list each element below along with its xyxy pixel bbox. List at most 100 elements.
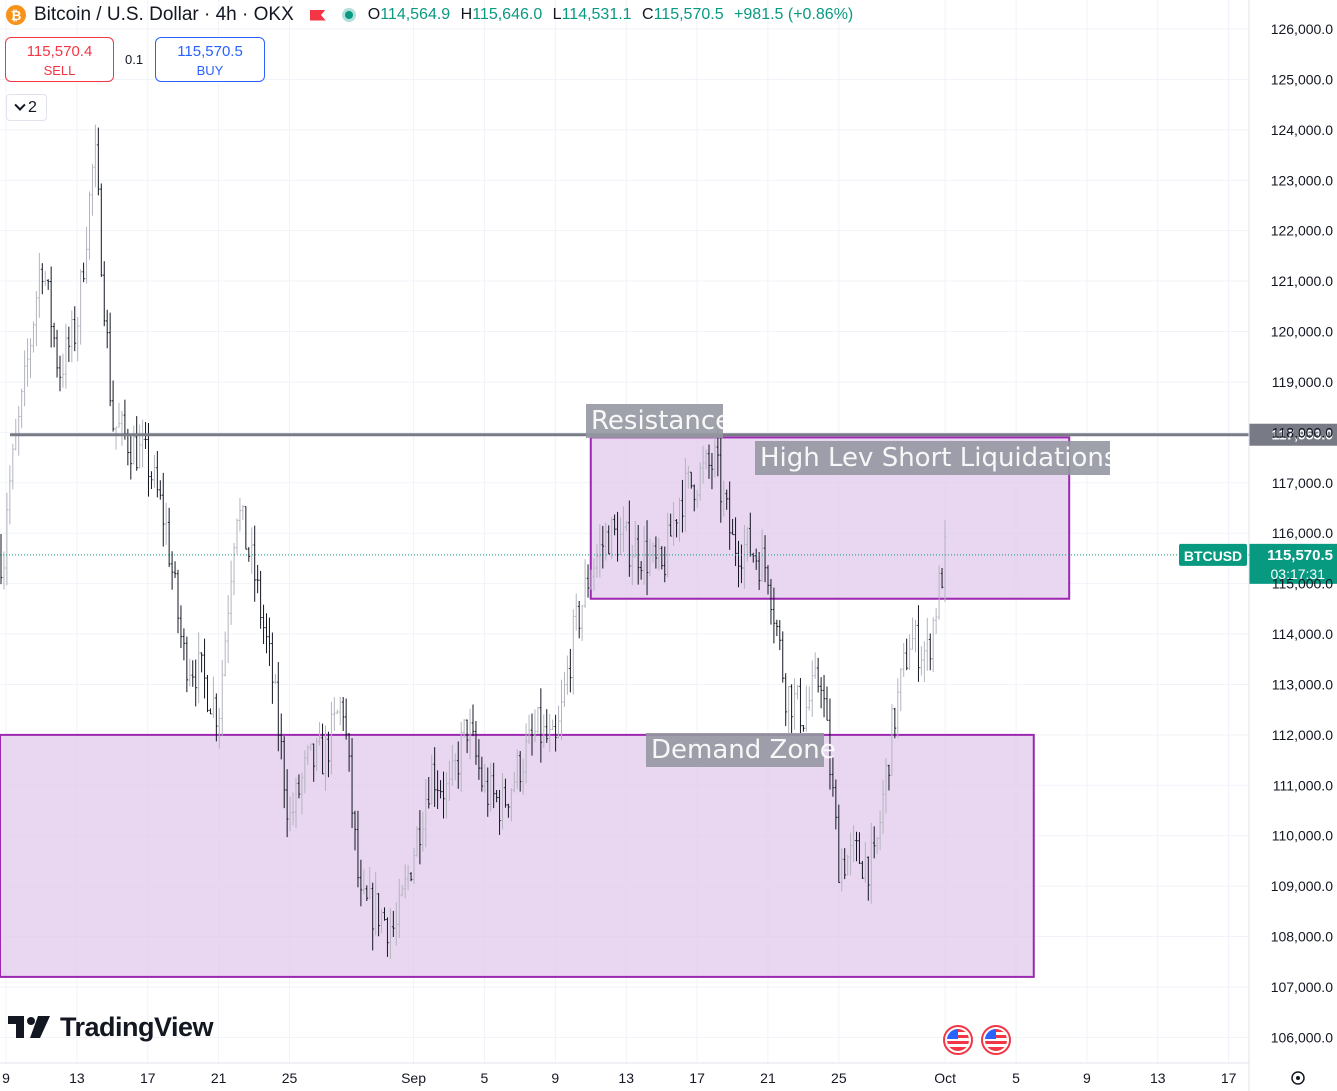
- resistance-label-bg[interactable]: [586, 404, 723, 438]
- candle: [194, 659, 197, 707]
- candle: [132, 425, 135, 465]
- symbol-header[interactable]: ₿ Bitcoin / U.S. Dollar · 4h · OKX O114,…: [6, 3, 853, 27]
- us-flag-icon[interactable]: [943, 1025, 973, 1055]
- candle: [566, 655, 569, 695]
- candle: [896, 678, 899, 738]
- demand-zone-label-bg[interactable]: [646, 733, 824, 767]
- candle: [333, 697, 336, 731]
- bar-countdown: 03:17:31: [1271, 566, 1326, 582]
- candle: [516, 749, 519, 790]
- candle: [734, 517, 737, 567]
- candle: [350, 738, 354, 829]
- candle: [468, 708, 472, 760]
- candle: [179, 605, 183, 649]
- candle: [728, 481, 731, 550]
- candle: [524, 723, 528, 784]
- candle: [129, 435, 132, 480]
- tradingview-logo-icon: [8, 1015, 50, 1038]
- candle: [881, 779, 885, 834]
- candle: [666, 512, 669, 578]
- candle: [439, 780, 442, 799]
- buy-button[interactable]: 115,570.5 BUY: [155, 37, 265, 82]
- candle: [353, 810, 357, 851]
- candle: [238, 497, 242, 532]
- candle: [448, 760, 451, 801]
- us-flag-icon[interactable]: [981, 1025, 1011, 1055]
- candle: [454, 753, 457, 781]
- candle: [799, 678, 802, 734]
- candle: [902, 643, 905, 677]
- candle: [229, 560, 233, 625]
- candle: [498, 789, 501, 835]
- price-axis[interactable]: 106,000.0 107,000.0 108,000.0 109,000.0 110,…: [1248, 0, 1333, 1091]
- overlays: 117,953.0 Resistance High Lev Short Liquid…: [0, 404, 1337, 767]
- candle: [29, 338, 32, 379]
- settings-icon-ring: [1291, 1071, 1305, 1085]
- candle: [67, 326, 71, 362]
- candle: [188, 658, 191, 687]
- candle: [790, 684, 793, 734]
- sell-button[interactable]: 115,570.4 SELL: [5, 37, 114, 82]
- candle: [44, 270, 47, 286]
- candle: [536, 706, 540, 734]
- candle: [197, 632, 200, 704]
- candle: [870, 822, 873, 904]
- candle: [660, 546, 663, 570]
- candle: [631, 545, 634, 585]
- candle: [672, 502, 675, 546]
- y-tick-label: 110,000.0: [1272, 828, 1333, 844]
- candle: [613, 514, 616, 536]
- candle: [743, 524, 746, 589]
- tradingview-logo[interactable]: TradingView: [8, 1012, 214, 1043]
- candle: [654, 536, 658, 569]
- candle: [150, 471, 153, 490]
- candle: [704, 449, 708, 470]
- symbol-title[interactable]: Bitcoin / U.S. Dollar · 4h · OKX: [34, 4, 294, 25]
- candle: [849, 832, 852, 876]
- candle: [35, 291, 38, 347]
- candle: [106, 309, 109, 349]
- candle: [82, 262, 85, 283]
- candle: [321, 723, 324, 775]
- candle: [778, 620, 781, 651]
- candle: [926, 617, 929, 671]
- candle: [159, 480, 162, 500]
- candle: [395, 902, 398, 946]
- candle: [557, 705, 560, 739]
- candle: [26, 338, 29, 387]
- time-axis[interactable]: 9 13 17 21 25 Sep 5 9 13 17 21 25 Oct 5 9 13 17: [0, 1062, 1305, 1086]
- settings-icon-hub: [1296, 1076, 1300, 1080]
- candle: [875, 836, 879, 854]
- liquidation-zone-label-bg[interactable]: [755, 441, 1110, 475]
- candle: [318, 721, 321, 746]
- collapse-indicators-button[interactable]: 2: [6, 94, 47, 121]
- candle: [17, 405, 20, 456]
- candle: [911, 617, 914, 650]
- bitcoin-icon: ₿: [6, 5, 26, 25]
- indicator-count: 2: [28, 98, 37, 116]
- candle: [221, 659, 224, 737]
- candle: [873, 826, 876, 859]
- candle: [232, 542, 236, 596]
- candle: [628, 500, 631, 577]
- candle: [805, 685, 808, 732]
- sell-price: 115,570.4: [26, 43, 93, 60]
- market-status-icon[interactable]: [341, 8, 356, 22]
- candle: [94, 124, 97, 188]
- candle: [890, 704, 894, 776]
- candle: [554, 714, 557, 752]
- flag-icon[interactable]: [309, 9, 326, 21]
- candle: [690, 471, 693, 489]
- settings-icon[interactable]: [1291, 1071, 1305, 1085]
- candle: [224, 631, 227, 677]
- liquidation-zone-label: High Lev Short Liquidations: [760, 443, 1117, 473]
- candle: [483, 763, 486, 793]
- candle: [657, 538, 661, 571]
- candle: [141, 419, 144, 468]
- candle: [226, 594, 230, 664]
- candle: [521, 758, 525, 795]
- candle: [8, 465, 12, 525]
- candle: [11, 443, 14, 490]
